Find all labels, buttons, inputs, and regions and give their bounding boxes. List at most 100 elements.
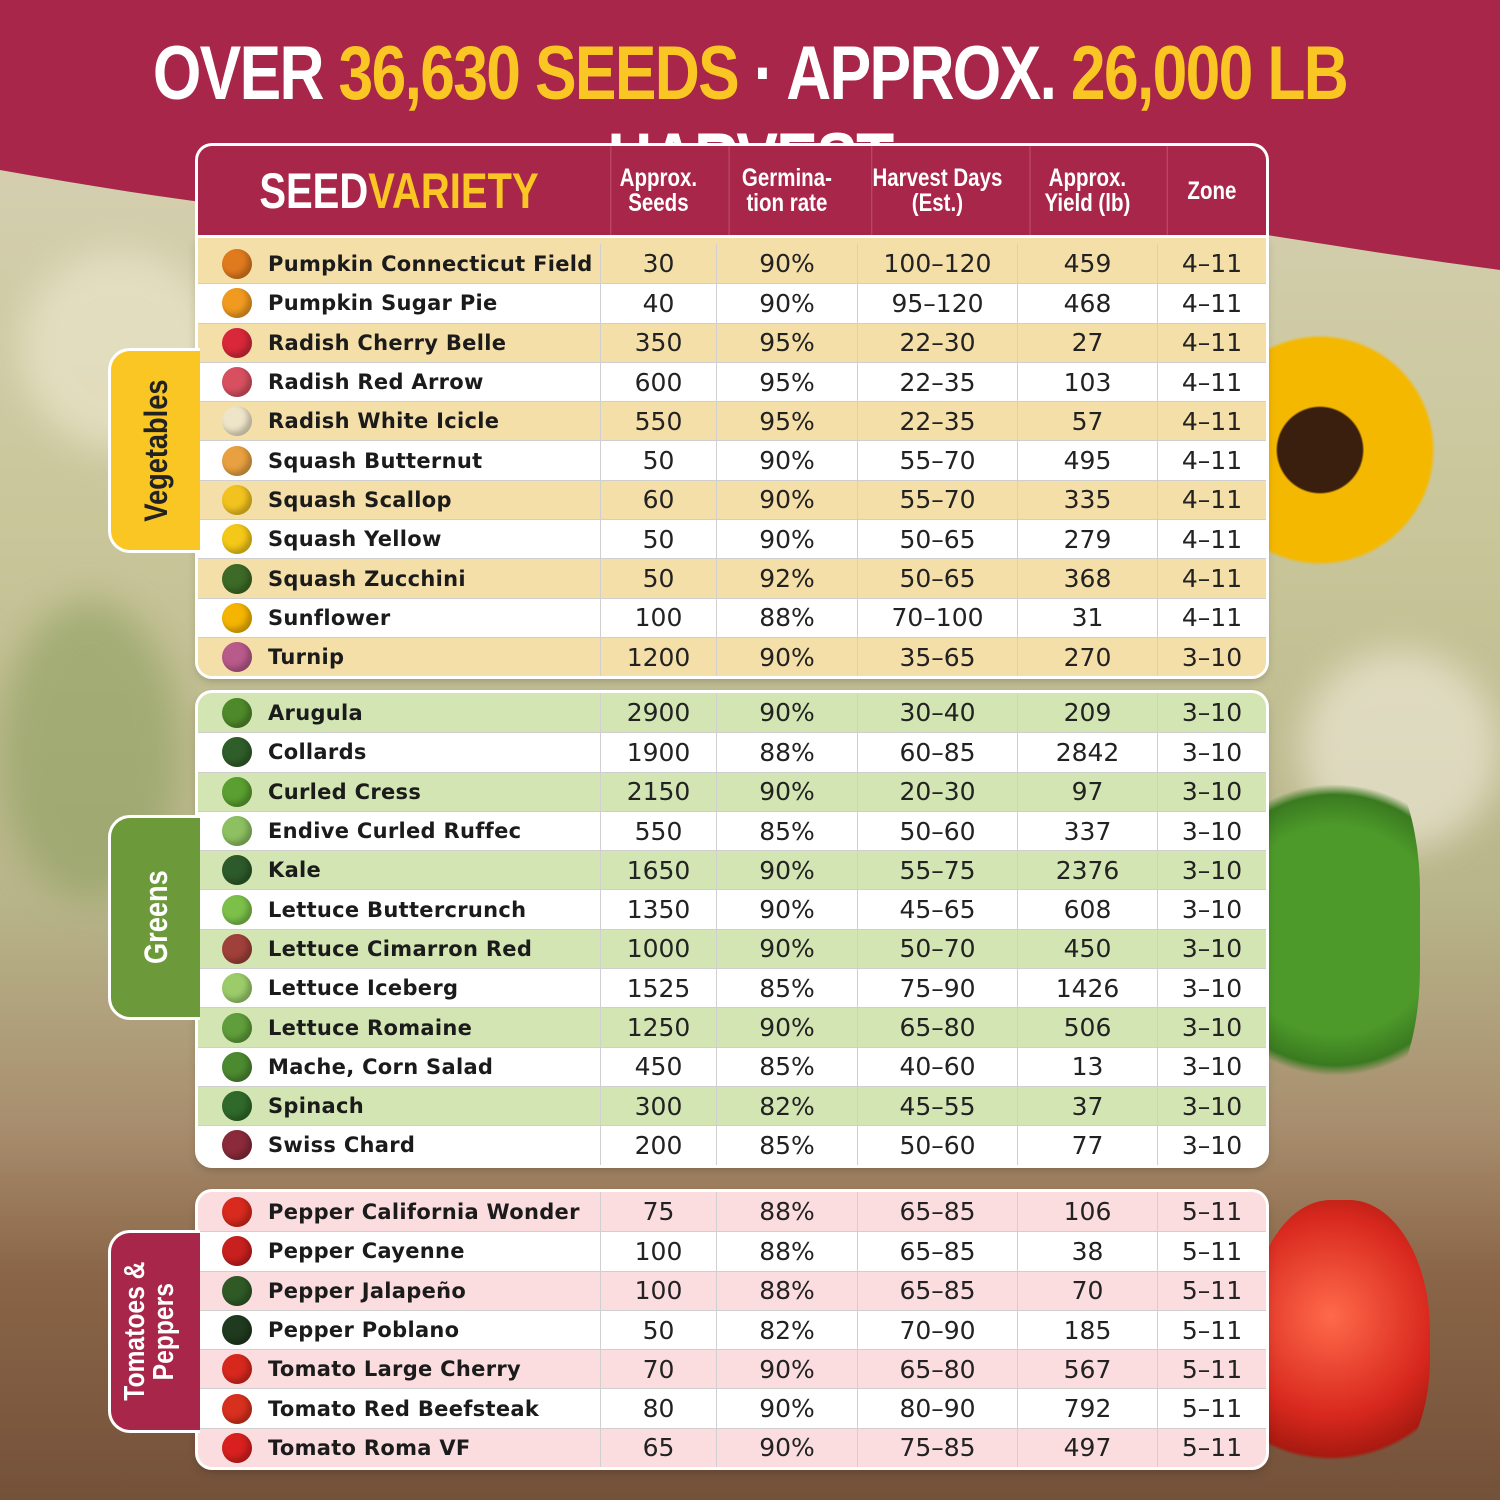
zone-cell: 3–10 <box>1157 1047 1266 1086</box>
chard-icon <box>222 1130 252 1161</box>
variety-cell: Pepper Cayenne <box>198 1232 600 1270</box>
leaf-icon <box>222 1091 252 1122</box>
yield-cell: 31 <box>1017 598 1157 637</box>
table-row: Squash Butternut 50 90% 55–70 495 4–11 <box>198 440 1266 480</box>
column-header-yield: Approx. Yield (lb) <box>1029 146 1145 236</box>
category-tab: Vegetables <box>108 348 200 553</box>
variety-name: Tomato Large Cherry <box>268 1357 521 1382</box>
variety-cell: Kale <box>198 851 600 889</box>
yield-cell: 97 <box>1017 772 1157 811</box>
table-header: SEED VARIETY Approx. Seeds Germina- tion… <box>198 146 1266 236</box>
seeds-cell: 1200 <box>600 637 716 677</box>
greens-decoration <box>1250 740 1420 1120</box>
table-row: Pepper California Wonder 75 88% 65–85 106 5–1… <box>198 1192 1266 1232</box>
variety-name: Endive Curled Ruffec <box>268 819 522 844</box>
yield-cell: 27 <box>1017 323 1157 362</box>
zone-cell: 5–11 <box>1157 1271 1266 1310</box>
yield-cell: 37 <box>1017 1086 1157 1126</box>
yield-cell: 70 <box>1017 1271 1157 1310</box>
germination-cell: 90% <box>716 772 857 811</box>
yield-cell: 335 <box>1017 480 1157 520</box>
category-tab: Tomatoes & Peppers <box>108 1230 200 1433</box>
variety-cell: Pumpkin Connecticut Field <box>198 244 600 283</box>
seeds-cell: 50 <box>600 559 716 598</box>
table-row: Lettuce Buttercrunch 1350 90% 45–65 608 3–10 <box>198 889 1266 929</box>
seeds-cell: 1525 <box>600 969 716 1008</box>
table-row: Squash Zucchini 50 92% 50–65 368 4–11 <box>198 558 1266 598</box>
leaf-icon <box>222 737 252 768</box>
table-row: Collards 1900 88% 60–85 2842 3–10 <box>198 732 1266 772</box>
germination-cell: 85% <box>716 1047 857 1086</box>
harvest-days-cell: 50–65 <box>857 559 1017 598</box>
variety-cell: Curled Cress <box>198 773 600 811</box>
column-header-seed-variety: SEED VARIETY <box>259 163 539 219</box>
seeds-cell: 1650 <box>600 851 716 890</box>
zone-cell: 4–11 <box>1157 402 1266 441</box>
zone-cell: 5–11 <box>1157 1389 1266 1428</box>
harvest-days-cell: 55–70 <box>857 480 1017 520</box>
variety-name: Curled Cress <box>268 779 422 804</box>
leaf-icon <box>222 855 252 886</box>
variety-name: Pumpkin Connecticut Field <box>268 251 593 276</box>
seeds-cell: 40 <box>600 284 716 323</box>
yield-cell: 368 <box>1017 559 1157 598</box>
germination-cell: 88% <box>716 733 857 772</box>
zone-cell: 4–11 <box>1157 520 1266 559</box>
radish-icon <box>222 367 252 398</box>
variety-name: Spinach <box>268 1094 364 1119</box>
table-row: Swiss Chard 200 85% 50–60 77 3–10 <box>198 1125 1266 1165</box>
jalapeno-icon <box>222 1275 252 1306</box>
zone-cell: 5–11 <box>1157 1192 1266 1232</box>
zone-cell: 4–11 <box>1157 362 1266 402</box>
variety-name: Collards <box>268 740 367 765</box>
variety-cell: Lettuce Iceberg <box>198 969 600 1007</box>
zone-cell: 4–11 <box>1157 441 1266 480</box>
seeds-cell: 65 <box>600 1428 716 1468</box>
seeds-cell: 50 <box>600 1310 716 1350</box>
variety-cell: Pepper California Wonder <box>198 1192 600 1231</box>
variety-name: Lettuce Iceberg <box>268 976 459 1001</box>
sunflower-icon <box>222 602 252 633</box>
variety-cell: Pepper Jalapeño <box>198 1272 600 1310</box>
harvest-days-cell: 95–120 <box>857 284 1017 323</box>
lettuce-icon <box>222 1012 252 1043</box>
zone-cell: 5–11 <box>1157 1232 1266 1271</box>
germination-cell: 88% <box>716 1271 857 1310</box>
zone-cell: 4–11 <box>1157 284 1266 323</box>
germination-cell: 90% <box>716 637 857 677</box>
table-row: Tomato Large Cherry 70 90% 65–80 567 5–11 <box>198 1349 1266 1389</box>
variety-cell: Swiss Chard <box>198 1126 600 1164</box>
variety-name: Pepper Poblano <box>268 1318 460 1343</box>
cherry-tomato-icon <box>222 1354 252 1385</box>
table-row: Sunflower 100 88% 70–100 31 4–11 <box>198 597 1266 637</box>
variety-cell: Squash Yellow <box>198 520 600 558</box>
zone-cell: 5–11 <box>1157 1310 1266 1350</box>
leaf-icon <box>222 776 252 807</box>
zone-cell: 5–11 <box>1157 1428 1266 1468</box>
seeds-cell: 1000 <box>600 929 716 969</box>
seeds-cell: 1250 <box>600 1008 716 1047</box>
table-row: Radish Red Arrow 600 95% 22–35 103 4–11 <box>198 361 1266 402</box>
table-row: Pepper Jalapeño 100 88% 65–85 70 5–11 <box>198 1270 1266 1310</box>
variety-name: Turnip <box>268 645 345 670</box>
germination-cell: 95% <box>716 362 857 402</box>
table-row: Endive Curled Ruffec 550 85% 50–60 337 3–10 <box>198 810 1266 851</box>
germination-cell: 90% <box>716 520 857 559</box>
seeds-cell: 60 <box>600 480 716 520</box>
variety-cell: Radish Red Arrow <box>198 363 600 401</box>
seeds-cell: 300 <box>600 1086 716 1126</box>
variety-cell: Squash Zucchini <box>198 559 600 597</box>
zone-cell: 4–11 <box>1157 323 1266 362</box>
yield-cell: 209 <box>1017 693 1157 733</box>
variety-cell: Radish Cherry Belle <box>198 324 600 362</box>
variety-name: Squash Zucchini <box>268 566 466 591</box>
harvest-days-cell: 55–75 <box>857 851 1017 890</box>
table-row: Spinach 300 82% 45–55 37 3–10 <box>198 1085 1266 1126</box>
yield-cell: 792 <box>1017 1389 1157 1428</box>
lettuce-icon <box>222 894 252 925</box>
table-row: Turnip 1200 90% 35–65 270 3–10 <box>198 636 1266 677</box>
harvest-days-cell: 20–30 <box>857 772 1017 811</box>
zone-cell: 4–11 <box>1157 244 1266 284</box>
variety-name: Swiss Chard <box>268 1133 416 1158</box>
yield-cell: 567 <box>1017 1350 1157 1389</box>
